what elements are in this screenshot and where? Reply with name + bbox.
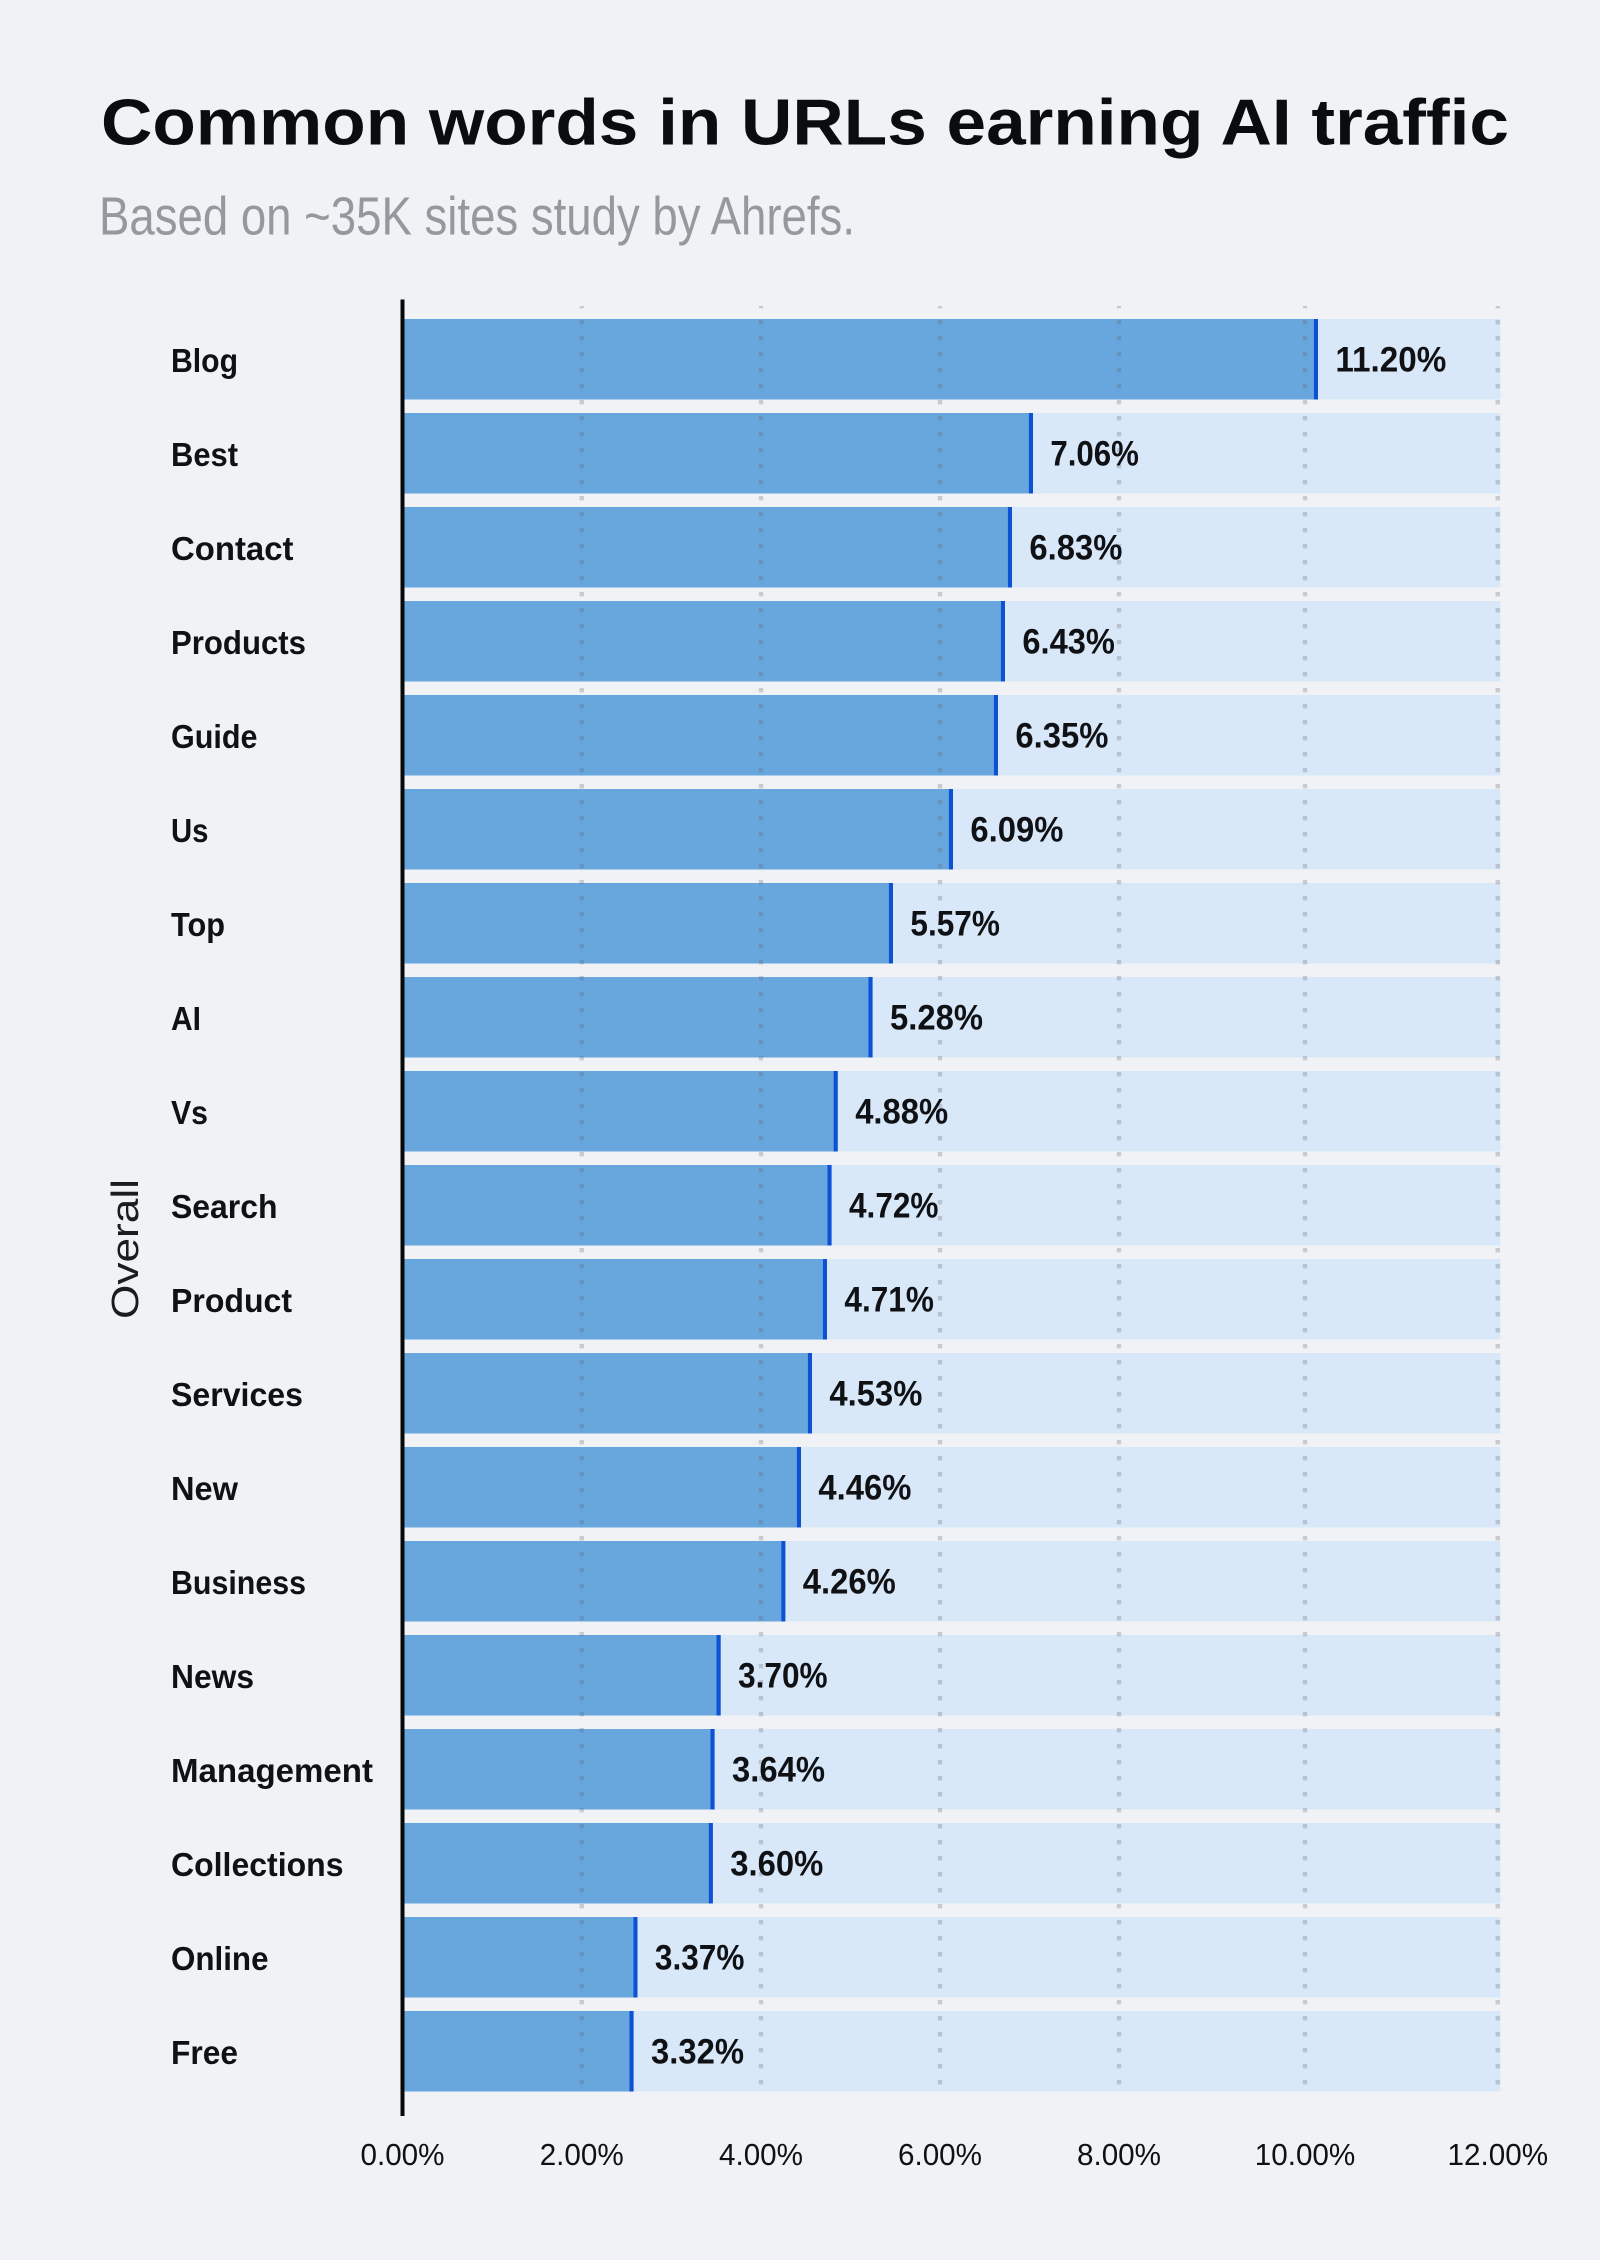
svg-text:New: New bbox=[171, 1471, 239, 1508]
svg-text:Us: Us bbox=[171, 813, 209, 850]
svg-text:6.43%: 6.43% bbox=[1022, 623, 1115, 662]
svg-text:3.60%: 3.60% bbox=[730, 1845, 823, 1884]
svg-text:4.72%: 4.72% bbox=[849, 1187, 939, 1226]
svg-text:8.00%: 8.00% bbox=[1077, 2137, 1161, 2172]
svg-text:Products: Products bbox=[171, 625, 306, 662]
svg-text:Free: Free bbox=[171, 2035, 238, 2072]
svg-text:11.20%: 11.20% bbox=[1335, 341, 1446, 380]
svg-text:News: News bbox=[171, 1659, 254, 1696]
svg-text:Contact: Contact bbox=[171, 531, 294, 568]
svg-text:3.70%: 3.70% bbox=[738, 1657, 828, 1696]
svg-text:2.00%: 2.00% bbox=[540, 2137, 624, 2172]
svg-text:3.37%: 3.37% bbox=[655, 1939, 745, 1978]
svg-text:3.32%: 3.32% bbox=[651, 2033, 744, 2072]
svg-text:Common words in URLs earning A: Common words in URLs earning AI traffic bbox=[101, 86, 1509, 159]
svg-text:6.09%: 6.09% bbox=[970, 811, 1063, 850]
svg-text:Services: Services bbox=[171, 1377, 303, 1414]
svg-text:6.83%: 6.83% bbox=[1029, 529, 1122, 568]
svg-text:Best: Best bbox=[171, 437, 238, 474]
svg-text:0.00%: 0.00% bbox=[361, 2137, 445, 2172]
svg-text:4.88%: 4.88% bbox=[855, 1093, 948, 1132]
svg-text:4.26%: 4.26% bbox=[803, 1563, 896, 1602]
svg-text:10.00%: 10.00% bbox=[1255, 2137, 1356, 2172]
svg-text:4.53%: 4.53% bbox=[829, 1375, 922, 1414]
svg-text:6.35%: 6.35% bbox=[1015, 717, 1108, 756]
svg-text:Vs: Vs bbox=[171, 1095, 208, 1132]
svg-text:4.46%: 4.46% bbox=[818, 1469, 911, 1508]
svg-text:4.71%: 4.71% bbox=[844, 1281, 934, 1320]
svg-text:Product: Product bbox=[171, 1283, 292, 1320]
svg-text:Top: Top bbox=[171, 907, 225, 944]
svg-text:3.64%: 3.64% bbox=[732, 1751, 825, 1790]
svg-text:12.00%: 12.00% bbox=[1448, 2137, 1549, 2172]
svg-text:Blog: Blog bbox=[171, 343, 238, 380]
svg-text:6.00%: 6.00% bbox=[898, 2137, 982, 2172]
svg-text:Based on ~35K sites study by A: Based on ~35K sites study by Ahrefs. bbox=[99, 187, 855, 247]
svg-text:7.06%: 7.06% bbox=[1050, 435, 1139, 474]
svg-text:5.28%: 5.28% bbox=[890, 999, 983, 1038]
svg-text:AI: AI bbox=[171, 1001, 201, 1038]
svg-text:Online: Online bbox=[171, 1941, 269, 1978]
svg-text:Business: Business bbox=[171, 1565, 306, 1602]
svg-text:5.57%: 5.57% bbox=[910, 905, 1000, 944]
svg-text:Search: Search bbox=[171, 1189, 278, 1226]
svg-text:4.00%: 4.00% bbox=[719, 2137, 803, 2172]
svg-text:Management: Management bbox=[171, 1753, 373, 1790]
svg-text:Overall: Overall bbox=[105, 1179, 147, 1319]
svg-text:Guide: Guide bbox=[171, 719, 258, 756]
svg-text:Collections: Collections bbox=[171, 1847, 344, 1884]
